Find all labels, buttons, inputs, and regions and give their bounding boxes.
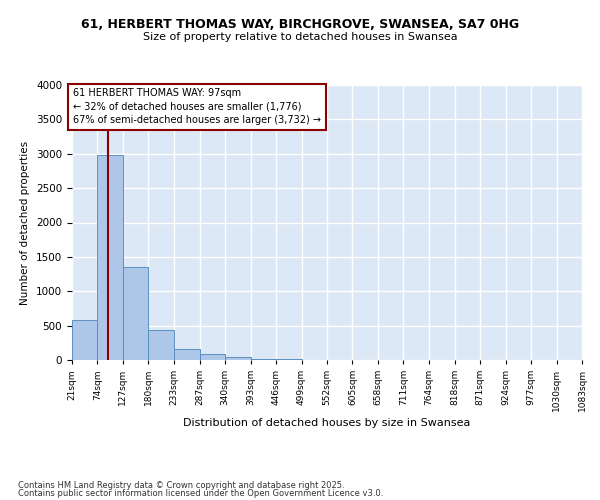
- Text: Contains HM Land Registry data © Crown copyright and database right 2025.: Contains HM Land Registry data © Crown c…: [18, 481, 344, 490]
- Bar: [174, 350, 200, 360]
- X-axis label: Distribution of detached houses by size in Swansea: Distribution of detached houses by size …: [184, 418, 470, 428]
- Text: Size of property relative to detached houses in Swansea: Size of property relative to detached ho…: [143, 32, 457, 42]
- Bar: [225, 356, 251, 360]
- Bar: [72, 320, 97, 360]
- Bar: [97, 155, 123, 360]
- Text: 61, HERBERT THOMAS WAY, BIRCHGROVE, SWANSEA, SA7 0HG: 61, HERBERT THOMAS WAY, BIRCHGROVE, SWAN…: [81, 18, 519, 30]
- Bar: [251, 359, 276, 360]
- Bar: [200, 354, 225, 360]
- Bar: [148, 330, 174, 360]
- Text: 61 HERBERT THOMAS WAY: 97sqm
← 32% of detached houses are smaller (1,776)
67% of: 61 HERBERT THOMAS WAY: 97sqm ← 32% of de…: [73, 88, 321, 125]
- Text: Contains public sector information licensed under the Open Government Licence v3: Contains public sector information licen…: [18, 488, 383, 498]
- Bar: [123, 267, 148, 360]
- Y-axis label: Number of detached properties: Number of detached properties: [20, 140, 31, 304]
